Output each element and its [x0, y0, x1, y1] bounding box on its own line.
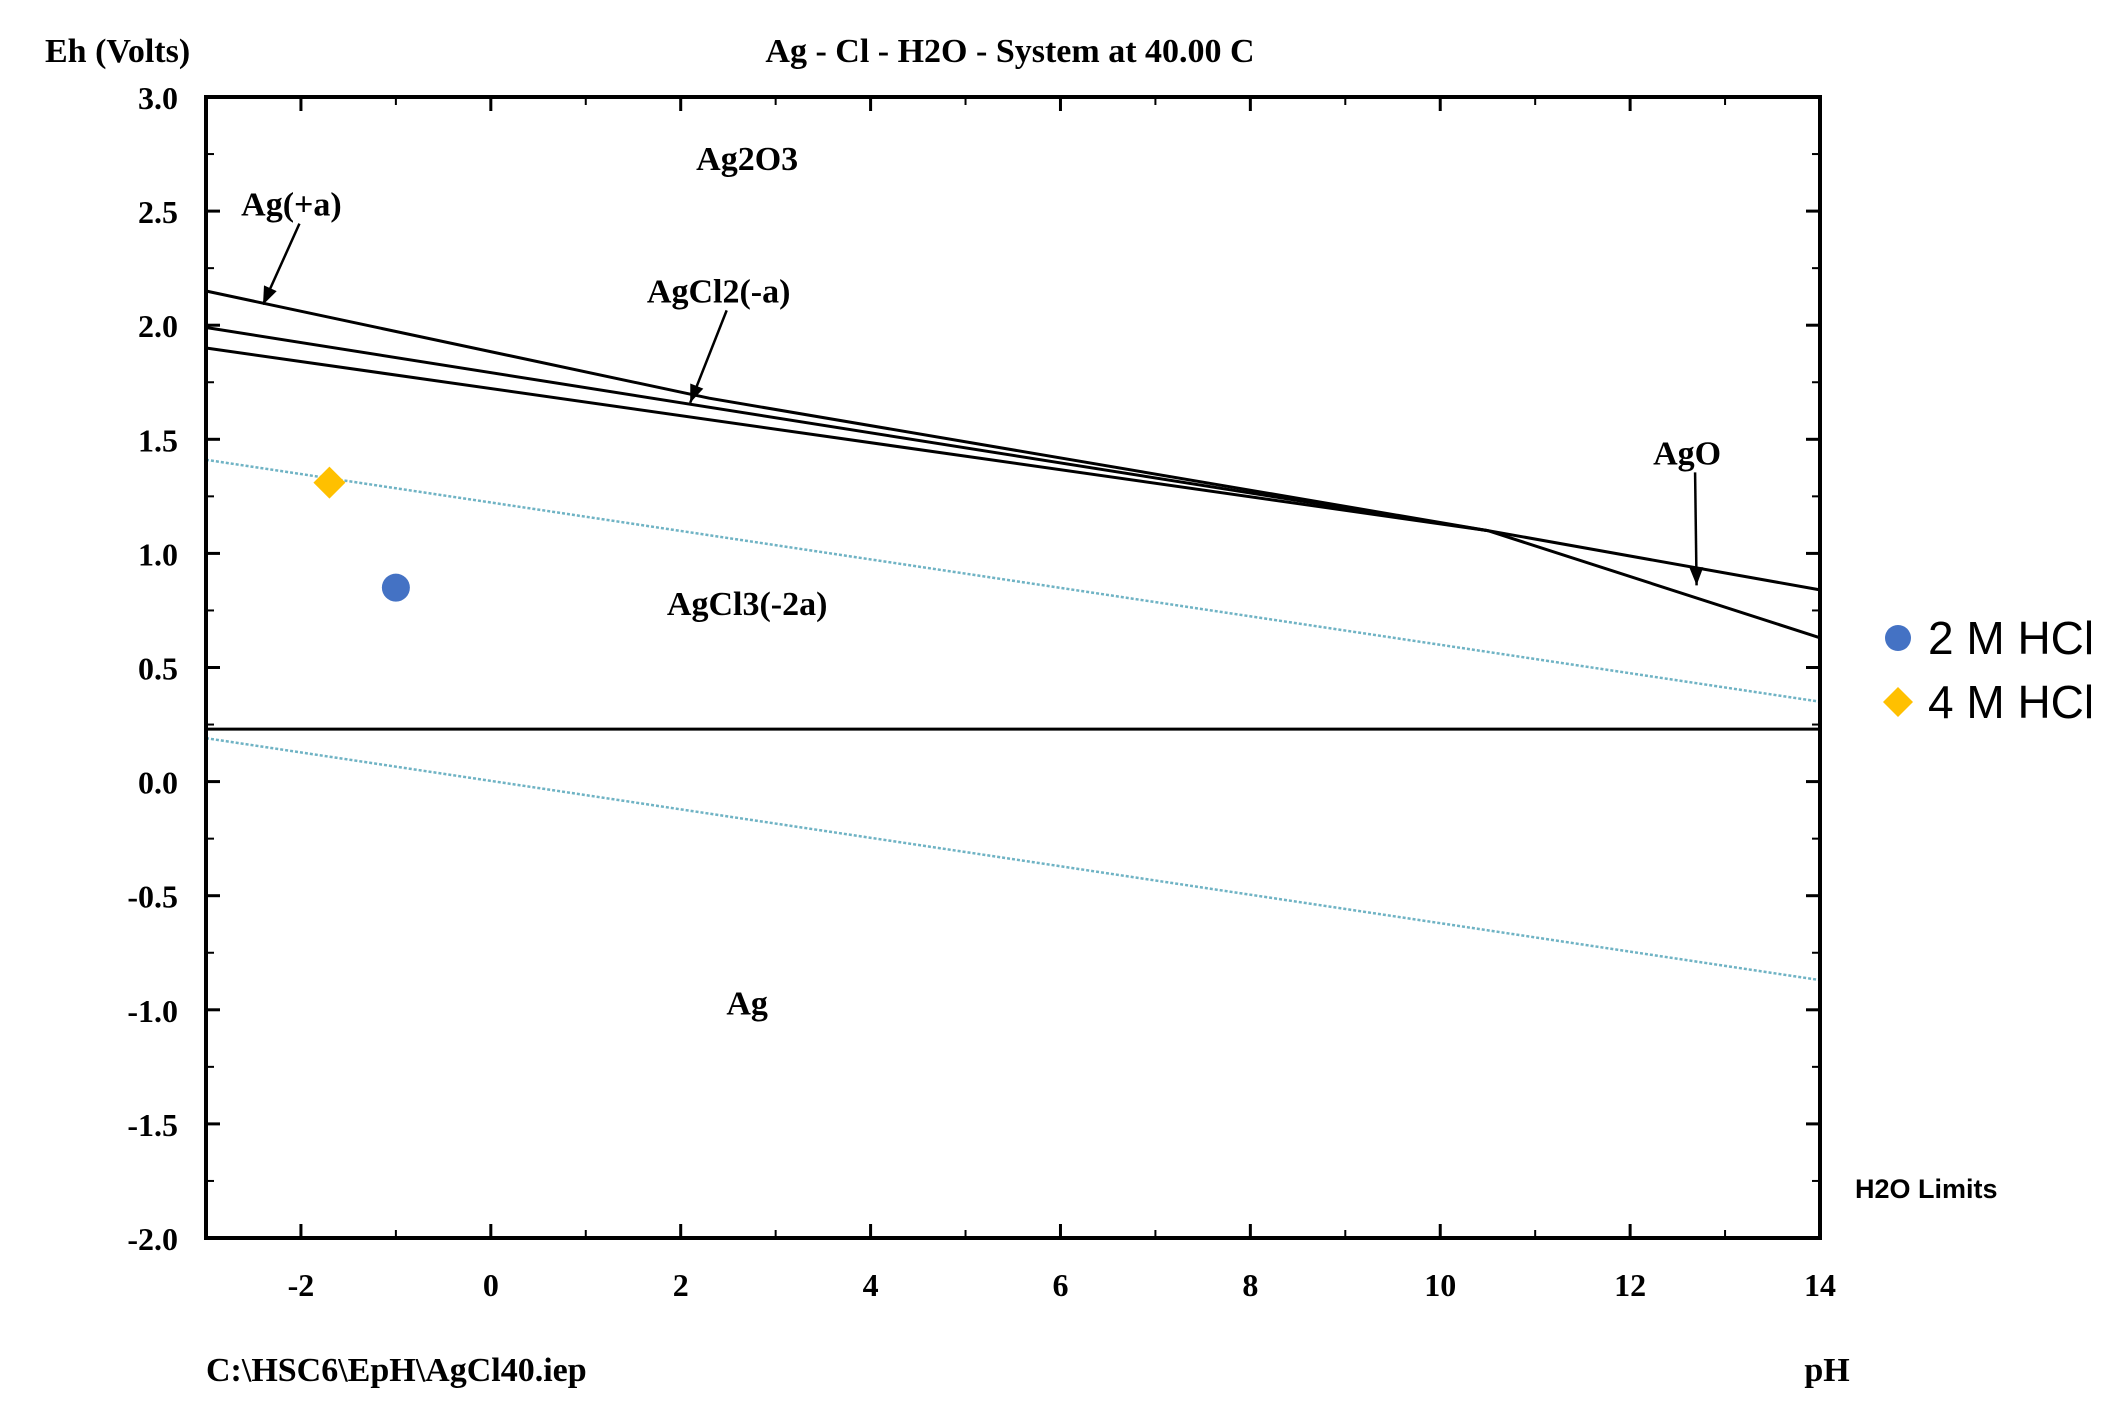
x-tick-label: 10 — [1424, 1267, 1456, 1303]
annotation-arrowhead — [690, 383, 704, 403]
chart-title: Ag - Cl - H2O - System at 40.00 C — [765, 33, 1254, 70]
y-tick-label: 0.5 — [138, 651, 178, 687]
legend-marker-diamond — [1883, 687, 1913, 717]
annotation-label: AgO — [1653, 435, 1721, 472]
y-tick-label: 1.5 — [138, 422, 178, 458]
y-tick-label: 1.0 — [138, 536, 178, 572]
region-label: AgCl3(-2a) — [667, 586, 828, 623]
data-point-2m-hcl — [381, 573, 410, 602]
x-axis-ticks: -2 0 2 4 6 8 10 12 14 — [288, 97, 1836, 1303]
annotation-arrowhead — [263, 285, 277, 305]
legend: 2 M HCl 4 M HCl — [1883, 612, 2094, 728]
file-path-label: C:\HSC6\EpH\AgCl40.iep — [206, 1352, 587, 1389]
legend-label: 4 M HCl — [1928, 676, 2094, 728]
annotation-label: AgCl2(-a) — [647, 273, 791, 310]
y-tick-label: -1.5 — [127, 1107, 178, 1143]
y-tick-label: 2.0 — [138, 308, 178, 344]
x-tick-label: 0 — [483, 1267, 499, 1303]
boundary-line-3 — [205, 346, 1488, 533]
region-labels: Ag2O3 AgCl3(-2a) Ag — [667, 141, 828, 1022]
y-tick-label: 3.0 — [138, 80, 178, 116]
x-axis-label: pH — [1804, 1352, 1849, 1389]
x-tick-label: 6 — [1052, 1267, 1068, 1303]
annotation-arrow-line — [1693, 472, 1698, 586]
y-tick-label: -0.5 — [127, 879, 178, 915]
x-tick-label: 4 — [863, 1267, 879, 1303]
x-tick-label: 2 — [673, 1267, 689, 1303]
h2o-limit-line-lower — [205, 736, 1821, 982]
boundary-lines — [205, 289, 1821, 731]
region-label: Ag — [726, 985, 768, 1022]
data-point-4m-hcl — [313, 466, 346, 499]
y-tick-label: -1.0 — [127, 993, 178, 1029]
h2o-limit-line-upper — [205, 458, 1821, 703]
x-tick-label: -2 — [288, 1267, 315, 1303]
plot-frame — [204, 95, 1822, 1240]
y-axis-ticks: 3.0 2.5 2.0 1.5 1.0 0.5 0.0 -0.5 -1.0 -1.5 -2.0 — [127, 80, 1820, 1257]
water-limit-lines — [205, 458, 1821, 982]
y-tick-label: -2.0 — [127, 1221, 178, 1257]
boundary-line-2 — [205, 326, 1821, 592]
boundary-line-1 — [205, 289, 1821, 640]
legend-marker-circle — [1885, 625, 1911, 651]
x-tick-label: 14 — [1804, 1267, 1836, 1303]
data-points — [313, 466, 410, 602]
region-label: Ag2O3 — [696, 141, 798, 178]
y-tick-label: 2.5 — [138, 194, 178, 230]
annotations: Ag(+a) AgCl2(-a) AgO — [241, 187, 1721, 586]
y-axis-label: Eh (Volts) — [45, 33, 190, 70]
annotation-arrowhead — [1689, 567, 1704, 586]
legend-label: 2 M HCl — [1928, 612, 2094, 664]
annotation-label: Ag(+a) — [241, 187, 342, 224]
y-tick-label: 0.0 — [138, 765, 178, 801]
x-tick-label: 8 — [1242, 1267, 1258, 1303]
water-limits-label: H2O Limits — [1855, 1174, 1998, 1204]
x-tick-label: 12 — [1614, 1267, 1646, 1303]
